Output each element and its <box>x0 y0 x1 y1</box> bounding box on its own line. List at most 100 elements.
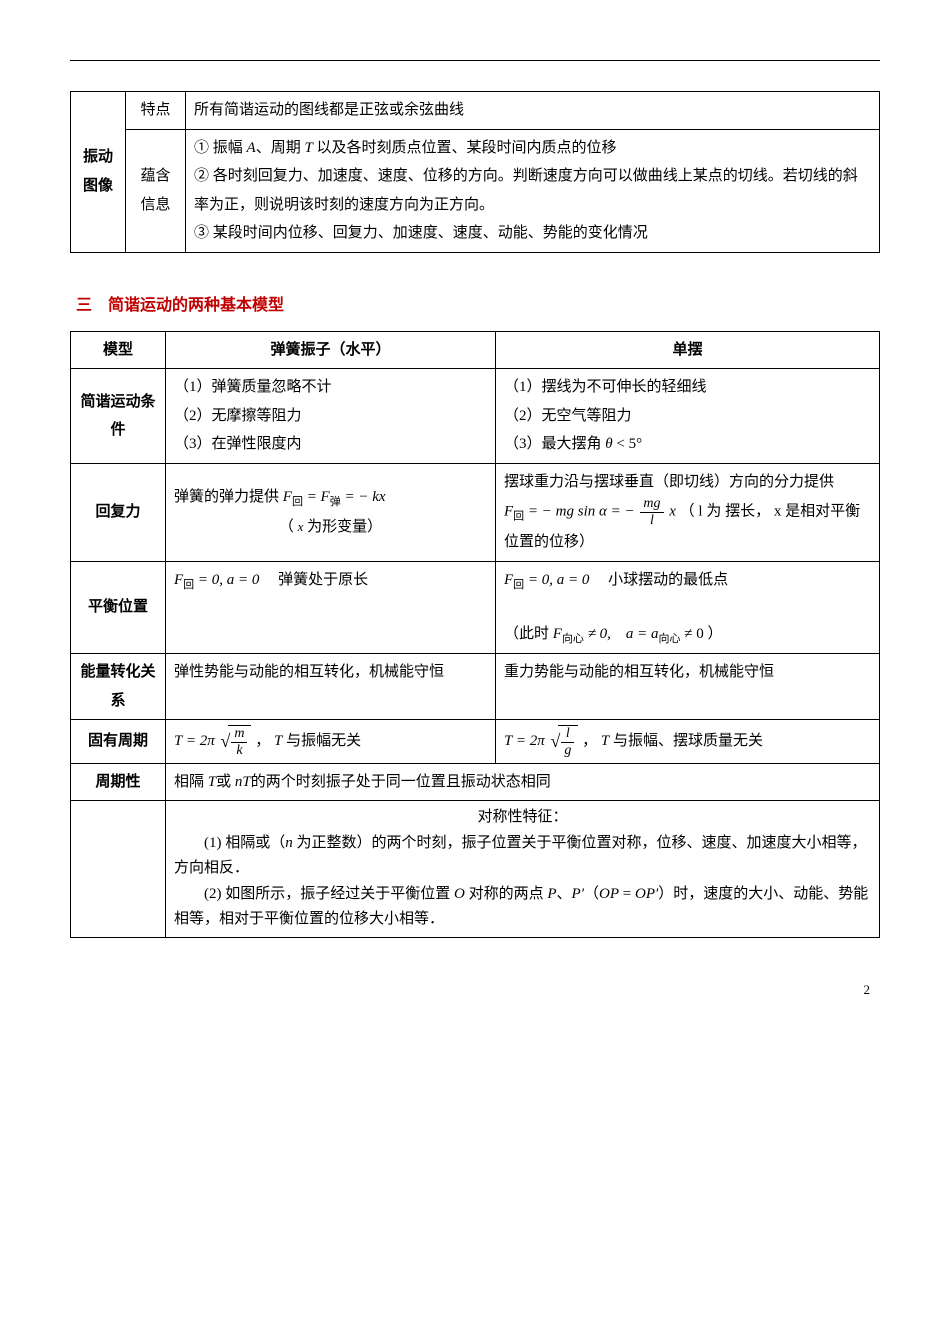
r6mid: 或 <box>216 774 235 790</box>
table-row: 平衡位置 F回 = 0, a = 0 弹簧处于原长 F回 = 0, a = 0 … <box>71 561 880 654</box>
cell-shm-pendulum: （1）摆线为不可伸长的轻细线 （2）无空气等阻力 （3）最大摆角 θ < 5° <box>496 369 880 464</box>
r5c2pre: T = 2π <box>174 733 215 749</box>
top-rule <box>70 60 880 61</box>
r2c2Fs: 回 <box>292 496 303 508</box>
table-row: 蕴含信息 ① 振幅 A、周期 T 以及各时刻质点位置、某段时间内质点的位移 ② … <box>71 129 880 252</box>
cell-energy-spring: 弹性势能与动能的相互转化，机械能守恒 <box>166 654 496 720</box>
cell-restoring-spring: 弹簧的弹力提供 F回 = F弹 = − kx （ x 为形变量） <box>166 463 496 561</box>
r2c2eqM: = F <box>307 489 330 505</box>
r7l1pre: (1) 相隔或（ <box>204 835 285 851</box>
frac-mg-l: mgl <box>640 496 663 528</box>
r3c2after: 弹簧处于原长 <box>263 572 368 588</box>
cell-energy-pendulum: 重力势能与动能的相互转化，机械能守恒 <box>496 654 880 720</box>
th-model: 模型 <box>71 331 166 369</box>
r6post: 的两个时刻振子处于同一位置且振动状态相同 <box>251 774 551 790</box>
row-eq-pos: 平衡位置 <box>71 561 166 654</box>
r1c2l3: （3）在弹性限度内 <box>174 436 302 452</box>
cell-info-label: 蕴含信息 <box>126 129 186 252</box>
r7mid2: 、 <box>557 886 572 902</box>
r5c3den: g <box>561 743 574 758</box>
row-period: 固有周期 <box>71 720 166 763</box>
cell-periodicity: 相隔 T或 nT的两个时刻振子处于同一位置且振动状态相同 <box>166 763 880 801</box>
r3c3npost: ≠ 0 ） <box>681 626 723 642</box>
row-energy: 能量转化关系 <box>71 654 166 720</box>
r3c2rest: = 0, a = 0 <box>194 572 259 588</box>
r6nT: nT <box>235 774 251 790</box>
table-row: 周期性 相隔 T或 nT的两个时刻振子处于同一位置且振动状态相同 <box>71 763 880 801</box>
r2c3F: F <box>504 504 513 520</box>
r1c3l3post: < 5° <box>613 436 642 452</box>
sym-l1: (1) 相隔或（n 为正整数）的两个时刻，振子位置关于平衡位置对称，位移、速度、… <box>174 831 871 882</box>
r7eq: = <box>619 886 635 902</box>
r2c3num: mg <box>640 496 663 512</box>
r3c3notpre: （此时 <box>504 626 553 642</box>
row-periodicity: 周期性 <box>71 763 166 801</box>
t1-l3: ③ 某段时间内位移、回复力、加速度、速度、动能、势能的变化情况 <box>194 225 648 241</box>
row-symmetry-empty <box>71 801 166 938</box>
r2c2l2pre: （ <box>279 519 298 535</box>
r2c2F: F <box>283 489 292 505</box>
t1-l1-mid: 、周期 <box>256 140 305 156</box>
table-row: 回复力 弹簧的弹力提供 F回 = F弹 = − kx （ x 为形变量） 摆球重… <box>71 463 880 561</box>
cell-shm-spring: （1）弹簧质量忽略不计 （2）无摩擦等阻力 （3）在弹性限度内 <box>166 369 496 464</box>
t1-l1-A: A <box>247 140 256 156</box>
r5c2num: m <box>231 726 247 742</box>
cell-feature-text: 所有简谐运动的图线都是正弦或余弦曲线 <box>186 92 880 130</box>
r7Pp: P′ <box>572 886 584 902</box>
r2c2pre: 弹簧的弹力提供 <box>174 489 283 505</box>
t1-l1-post: 以及各时刻质点位置、某段时间内质点的位移 <box>313 140 617 156</box>
table-row: 对称性特征： (1) 相隔或（n 为正整数）的两个时刻，振子位置关于平衡位置对称… <box>71 801 880 938</box>
r7P: P <box>547 886 556 902</box>
r6pre: 相隔 <box>174 774 208 790</box>
r2c3mid: = − mg sin α = − <box>528 504 638 520</box>
section-heading-3: 三 简谐运动的两种基本模型 <box>76 291 880 321</box>
cell-info-text: ① 振幅 A、周期 T 以及各时刻质点位置、某段时间内质点的位移 ② 各时刻回复… <box>186 129 880 252</box>
r5c3T: T <box>601 733 609 749</box>
r2c3Fs: 回 <box>513 511 524 523</box>
r3c3nF: F <box>553 626 562 642</box>
sym-l2: (2) 如图所示，振子经过关于平衡位置 O 对称的两点 P、P′（OP = OP… <box>174 882 871 933</box>
r2c3l1: 摆球重力沿与摆球垂直（即切线）方向的分力提供 <box>504 474 834 490</box>
r5c3pre: T = 2π <box>504 733 545 749</box>
r3c3nmid: ≠ 0, a = a <box>584 626 659 642</box>
cell-period-pendulum: T = 2π lg ， T 与振幅、摆球质量无关 <box>496 720 880 763</box>
r3c3nas: 向心 <box>659 633 681 645</box>
cell-feature-label: 特点 <box>126 92 186 130</box>
r2c2Ms: 弹 <box>330 496 341 508</box>
cell-restoring-pendulum: 摆球重力沿与摆球垂直（即切线）方向的分力提供 F回 = − mg sin α =… <box>496 463 880 561</box>
r2c2eqR: = − kx <box>344 489 385 505</box>
r5c3postpre: ， <box>582 733 601 749</box>
row-header-main: 振动图像 <box>71 92 126 253</box>
r7l2pre: (2) 如图所示，振子经过关于平衡位置 <box>204 886 454 902</box>
sqrt-lg: lg <box>550 724 578 758</box>
r1c3l2: （2）无空气等阻力 <box>504 408 632 424</box>
r1c2l1: （1）弹簧质量忽略不计 <box>174 379 332 395</box>
t1-l2: ② 各时刻回复力、加速度、速度、位移的方向。判断速度方向可以做曲线上某点的切线。… <box>194 168 858 213</box>
r2c3x: x <box>669 504 676 520</box>
table-row: 简谐运动条件 （1）弹簧质量忽略不计 （2）无摩擦等阻力 （3）在弹性限度内 （… <box>71 369 880 464</box>
r2c3den: l <box>640 513 663 528</box>
r5c3num: l <box>561 726 574 742</box>
r3c3Fs: 回 <box>513 579 524 591</box>
cell-eq-pendulum: F回 = 0, a = 0 小球摆动的最低点 （此时 F向心 ≠ 0, a = … <box>496 561 880 654</box>
r3c3nFs: 向心 <box>562 633 584 645</box>
r2c2l2post: 为形变量） <box>303 519 382 535</box>
table-two-models: 模型 弹簧振子（水平） 单摆 简谐运动条件 （1）弹簧质量忽略不计 （2）无摩擦… <box>70 331 880 938</box>
r7OPp: OP′ <box>635 886 658 902</box>
page-number: 2 <box>70 978 880 1003</box>
r3c3F: F <box>504 572 513 588</box>
r7O: O <box>454 886 465 902</box>
r7mid3: （ <box>584 886 599 902</box>
row-restoring: 回复力 <box>71 463 166 561</box>
r1c3l3pre: （3）最大摆角 <box>504 436 605 452</box>
r5c2den: k <box>231 743 247 758</box>
r3c3rest: = 0, a = 0 <box>524 572 589 588</box>
table-row: 固有周期 T = 2π mk ， T 与振幅无关 T = 2π lg ， T 与… <box>71 720 880 763</box>
r7OP: OP <box>599 886 619 902</box>
cell-info-label-text: 蕴含信息 <box>140 168 170 213</box>
t1-l1-T: T <box>304 140 312 156</box>
sqrt-mk: mk <box>220 724 251 758</box>
r5c2post: 与振幅无关 <box>282 733 361 749</box>
row-shm-cond: 简谐运动条件 <box>71 369 166 464</box>
r5c3post: 与振幅、摆球质量无关 <box>609 733 763 749</box>
